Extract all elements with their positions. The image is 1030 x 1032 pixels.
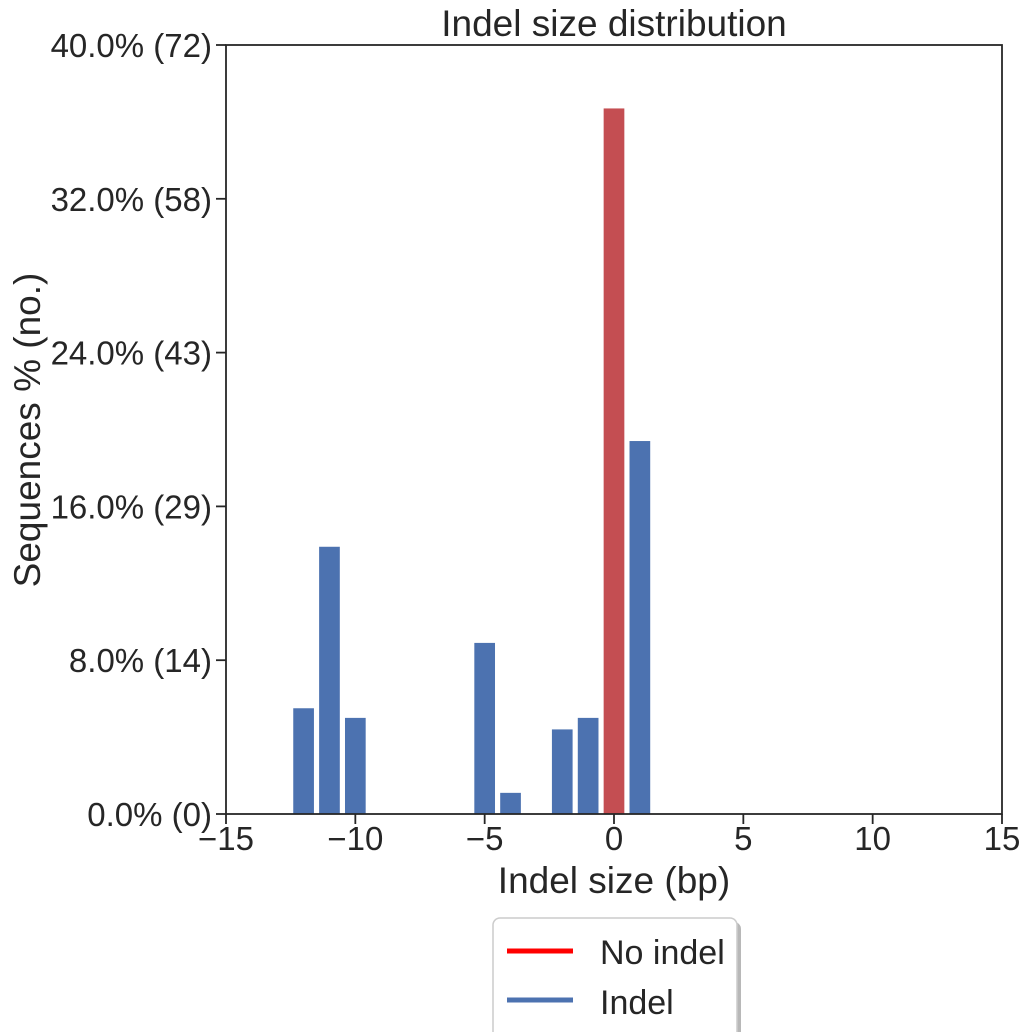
x-tick-label: 10 (854, 820, 891, 857)
y-tick-label: 40.0% (72) (51, 27, 212, 64)
bar-indel-x-11 (319, 546, 340, 814)
x-axis-ticks: −15 −10 −5 0 5 10 15 (198, 814, 1020, 857)
bar-indel-x-12 (293, 708, 314, 814)
y-tick-label: 32.0% (58) (51, 181, 212, 218)
bar-indel-x-4 (500, 792, 521, 814)
y-tick-label: 16.0% (29) (51, 488, 212, 525)
bar-indel-x-2 (551, 729, 573, 814)
bar-indel-x-5 (474, 642, 496, 814)
x-tick-label: −15 (198, 820, 254, 857)
bar-no-indel-x0 (603, 108, 625, 814)
x-tick-label: 0 (605, 820, 623, 857)
y-axis-ticks: 0.0% (0) 8.0% (14) 16.0% (29) 24.0% (43) 32.… (51, 27, 226, 833)
legend-box (492, 917, 738, 1032)
y-tick-label: 0.0% (0) (87, 796, 212, 833)
x-tick-label: 5 (734, 820, 752, 857)
x-axis-label: Indel size (bp) (498, 860, 730, 901)
bar-indel-x-1 (577, 717, 599, 815)
legend-label-no-indel: No indel (600, 934, 725, 972)
legend-label-indel: Indel (600, 984, 674, 1022)
y-axis-label: Sequences % (no.) (7, 273, 48, 588)
y-tick-label: 8.0% (14) (69, 642, 212, 679)
bars-group (293, 108, 651, 815)
x-tick-label: 15 (984, 820, 1021, 857)
legend: No indel Indel (492, 917, 741, 1032)
bar-indel-x-10 (344, 717, 366, 815)
y-tick-label: 24.0% (43) (51, 335, 212, 372)
x-tick-label: −10 (327, 820, 383, 857)
bar-indel-x1 (629, 441, 651, 814)
x-tick-label: −5 (466, 820, 504, 857)
chart-title: Indel size distribution (441, 3, 787, 44)
